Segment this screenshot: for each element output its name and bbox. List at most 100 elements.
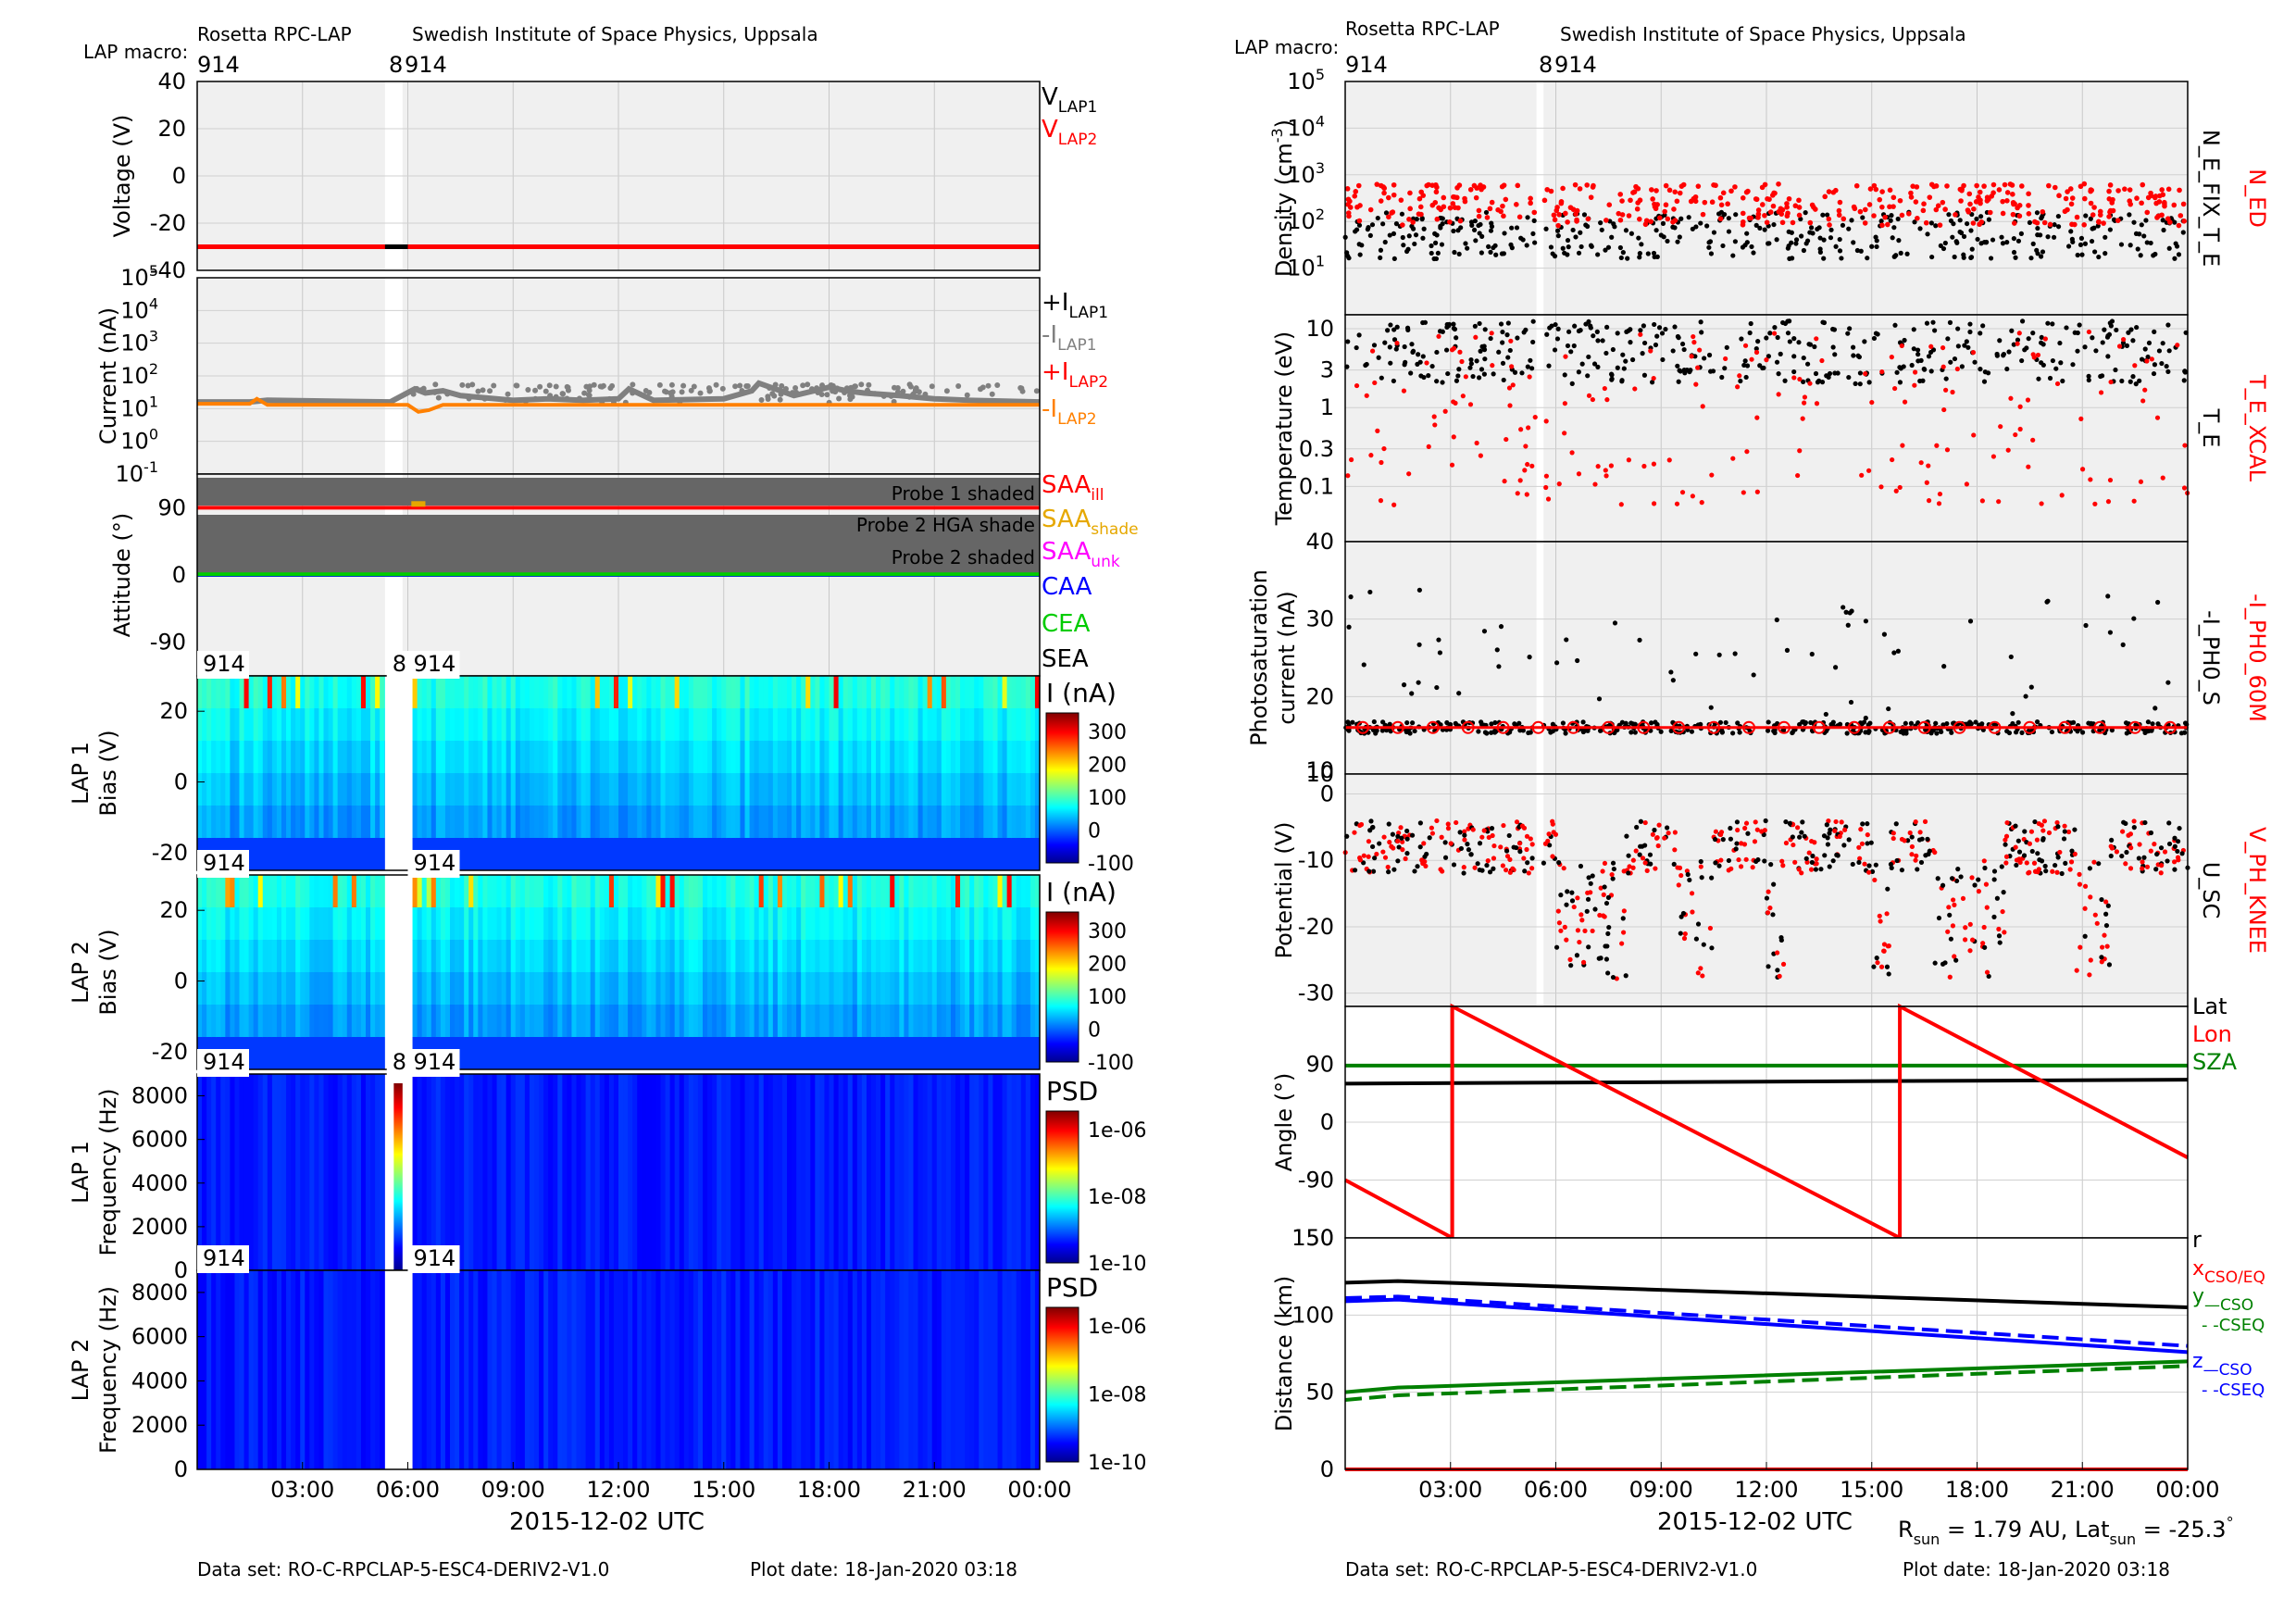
scatter-point [1693,651,1699,656]
scatter-point [1418,189,1425,195]
scatter-point [1504,332,1510,338]
scatter-point [1720,243,1726,249]
heatmap-cell [623,1005,629,1038]
heatmap-cell [842,806,849,839]
heatmap-cell [487,1037,493,1070]
heatmap-cell [594,1270,601,1469]
scatter-point [2068,201,2075,207]
right-macro-914b: 914 [1554,52,1597,78]
heatmap-cell [1011,1005,1017,1038]
scatter-point [955,383,962,390]
heatmap-cell [974,1037,980,1070]
scatter-point [1732,651,1738,656]
scatter-point [922,391,929,397]
heatmap-cell [899,708,905,742]
scatter-point [1863,371,1868,377]
scatter-point [1903,720,1908,726]
heatmap-cell [417,806,423,839]
scatter-point [2108,853,2114,859]
heatmap-cell [772,676,779,709]
heatmap-cell [955,1037,961,1070]
heatmap-cell [1029,741,1036,774]
scatter-point [1990,454,1997,459]
heatmap-cell [426,1005,432,1038]
scatter-point [1932,328,1938,333]
heatmap-cell [712,1005,718,1038]
heatmap-cell [314,1270,319,1469]
scatter-point [1676,379,1681,384]
scatter-point [1681,935,1688,942]
heatmap-cell [309,676,315,709]
scatter-point [1793,237,1800,243]
heatmap-cell [721,940,727,973]
heatmap-cell [1020,875,1027,908]
scatter-point [1767,209,1774,215]
heatmap-cell [286,1037,292,1070]
scatter-point [1716,863,1722,868]
heatmap-cell [688,676,694,709]
heatmap-cell [543,1270,549,1469]
y-tick-label: 20 [157,116,186,142]
heatmap-cell [796,1037,802,1070]
heatmap-cell [801,806,806,839]
scatter-point [1967,719,1973,725]
heatmap-cell [983,708,989,742]
y-tick-label: 0 [172,163,186,189]
heatmap-cell [576,940,582,973]
y-axis-label: Bias (V) [95,929,121,1015]
heatmap-cell [519,1074,526,1270]
heatmap-cell [894,676,900,709]
heatmap-cell [276,708,282,742]
heatmap-cell [861,708,867,742]
heatmap-cell [965,1074,970,1270]
heatmap-cell [590,875,596,908]
scatter-point [1732,239,1738,244]
scatter-point [1709,875,1715,881]
heatmap-cell [524,806,530,839]
heatmap-cell [693,838,699,871]
heatmap-cell [749,1005,755,1038]
heatmap-cell [444,1074,451,1270]
heatmap-cell [590,773,596,806]
heatmap-cell [455,676,460,709]
heatmap-cell [805,708,811,742]
scatter-point [1857,370,1864,376]
heatmap-cell [487,1005,493,1038]
scatter-point [1813,370,1819,377]
heatmap-cell [763,773,769,806]
scatter-point [1528,200,1533,206]
heatmap-cell [594,676,601,709]
heatmap-cell [787,741,792,774]
heatmap-cell [346,838,353,871]
scatter-point [1980,323,1986,329]
heatmap-cell [618,676,624,709]
heatmap-cell [885,773,891,806]
heatmap-cell [375,773,381,806]
scatter-point [1772,730,1778,736]
heatmap-cell [295,838,301,871]
scatter-point [1899,868,1904,873]
scatter-point [769,391,776,397]
scatter-point [1628,327,1633,332]
heatmap-cell [674,708,680,742]
heatmap-cell [257,1005,264,1038]
heatmap-cell [524,773,530,806]
scatter-point [776,387,782,394]
right-institute: Swedish Institute of Space Physics, Upps… [1560,23,1966,45]
scatter-point [2086,373,2091,379]
heatmap-cell [571,838,577,871]
scatter-point [2045,320,2051,326]
heatmap-cell [510,1037,517,1070]
heatmap-cell [267,741,273,774]
heatmap-cell [767,1270,774,1469]
scatter-point [1378,498,1384,504]
heatmap-cell [927,1037,933,1070]
heatmap-cell [703,1270,708,1469]
heatmap-cell [815,1005,820,1038]
heatmap-cell [571,1074,577,1270]
heatmap-cell [787,676,792,709]
scatter-point [1521,856,1527,861]
heatmap-cell [553,1037,558,1070]
scatter-point [1700,211,1706,218]
heatmap-cell [979,1005,984,1038]
